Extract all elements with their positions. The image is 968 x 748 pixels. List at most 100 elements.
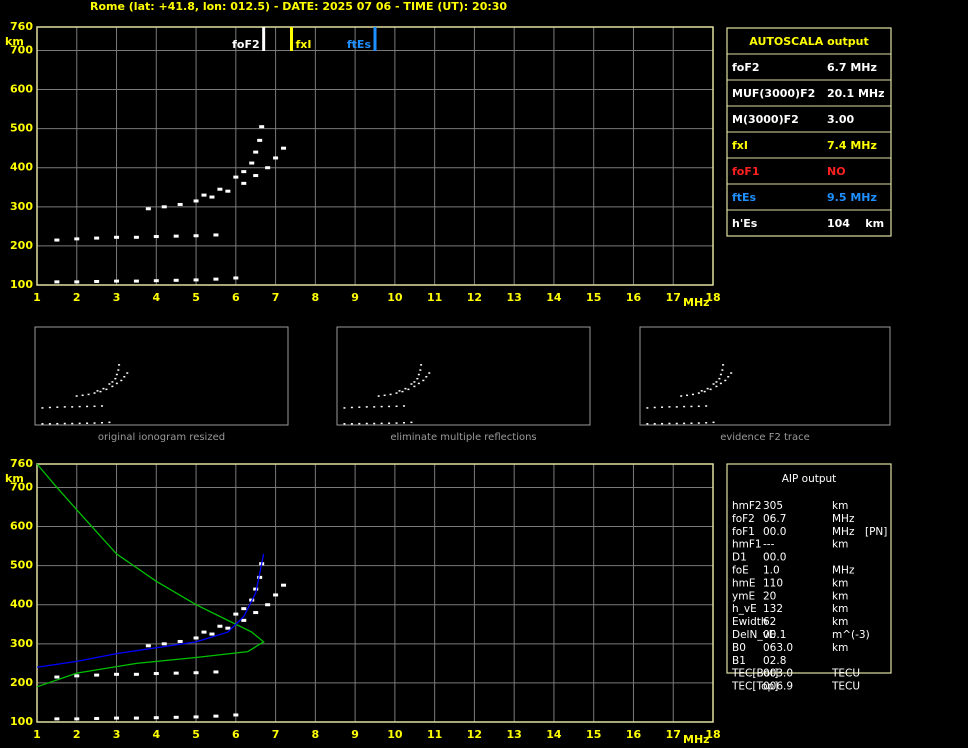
echo-dot: [111, 381, 114, 383]
echo-dot: [265, 166, 271, 170]
autoscala-label: ftEs: [732, 191, 757, 204]
aip-cell: h_vE: [732, 603, 757, 615]
echo-dot: [78, 405, 81, 408]
echo-dot: [675, 422, 678, 425]
x-tick-label: 15: [586, 728, 601, 741]
autoscala-label: h'Es: [732, 217, 758, 230]
echo-dot: [377, 395, 380, 397]
echo-dot: [416, 377, 419, 380]
echo-dot: [712, 383, 715, 385]
echo-dot: [74, 237, 80, 241]
aip-title: AIP output: [782, 473, 837, 485]
echo-dot: [54, 238, 60, 242]
y-tick-label: 100: [10, 715, 33, 728]
x-axis-label: MHz: [683, 296, 710, 309]
echo-dot: [102, 387, 105, 390]
aip-cell: B1: [732, 655, 746, 667]
echo-dot: [118, 364, 121, 366]
aip-cell: 06.7: [763, 513, 786, 525]
echo-dot: [259, 125, 265, 129]
aip-cell: km: [832, 500, 848, 512]
echo-dot: [161, 205, 167, 209]
x-tick-label: 2: [73, 728, 81, 741]
echo-dot: [233, 612, 239, 616]
x-tick-label: 1: [33, 728, 41, 741]
echo-dot: [54, 717, 60, 721]
echo-dot: [727, 375, 730, 378]
echo-dot: [48, 423, 51, 425]
aip-cell: B0: [732, 642, 746, 654]
echo-dot: [281, 583, 287, 587]
echo-dot: [94, 673, 100, 677]
echo-dot: [413, 385, 416, 388]
marker-label: foF2: [232, 38, 260, 51]
profile-line: [36, 553, 265, 668]
echo-dot: [63, 422, 66, 425]
aip-cell: [PN]: [865, 526, 887, 538]
aip-cell: TECU: [831, 668, 860, 680]
echo-dot: [402, 405, 405, 407]
x-tick-label: 11: [427, 728, 442, 741]
thumbnail-frame: [639, 326, 891, 426]
echo-dot: [703, 390, 706, 393]
echo-dot: [133, 716, 139, 720]
x-tick-label: 6: [232, 728, 240, 741]
marker-label: fxI: [295, 38, 311, 51]
echo-dot: [350, 406, 353, 409]
echo-dot: [690, 405, 693, 408]
echo-dot: [213, 670, 219, 674]
x-tick-label: 15: [586, 291, 601, 304]
x-tick-label: 14: [546, 291, 562, 304]
echo-dot: [697, 422, 700, 424]
echo-dot: [410, 421, 413, 424]
echo-dot: [96, 390, 99, 392]
autoscala-value: 6.7 MHz: [827, 61, 877, 74]
x-tick-label: 8: [312, 291, 320, 304]
echo-dot: [193, 234, 199, 238]
x-tick-label: 16: [626, 291, 642, 304]
echo-dot: [74, 280, 80, 284]
y-tick-label: 400: [10, 161, 33, 174]
aip-cell: 62: [763, 616, 776, 628]
aip-cell: MHz: [832, 526, 855, 538]
echo-dot: [724, 379, 727, 382]
echo-dot: [233, 276, 239, 280]
autoscala-value: 7.4 MHz: [827, 139, 877, 152]
echo-dot: [646, 407, 649, 409]
echo-dot: [177, 202, 183, 206]
echo-dot: [388, 422, 391, 424]
echo-dot: [365, 422, 368, 425]
y-tick-label: 600: [10, 83, 33, 96]
aip-cell: m^(-3): [832, 629, 870, 641]
echo-dot: [177, 639, 183, 643]
echo-dot: [133, 279, 139, 283]
echo-dot: [428, 372, 431, 374]
x-tick-label: 5: [192, 291, 200, 304]
y-tick-label: 760: [10, 20, 33, 33]
echo-dot: [99, 390, 102, 393]
echo-dot: [173, 234, 179, 238]
x-tick-label: 7: [272, 728, 280, 741]
echo-dot: [94, 716, 100, 720]
echo-dot: [646, 423, 649, 425]
echo-dot: [54, 675, 60, 679]
echo-dot: [120, 379, 123, 382]
echo-dot: [233, 175, 239, 179]
echo-dot: [115, 373, 118, 376]
x-tick-label: 13: [507, 728, 522, 741]
x-tick-label: 10: [387, 291, 403, 304]
thumbnail-caption: original ionogram resized: [98, 432, 225, 443]
echo-dot: [257, 575, 263, 579]
echo-dot: [273, 593, 279, 597]
echo-dot: [417, 373, 420, 376]
echo-dot: [395, 422, 398, 424]
y-tick-label: 300: [10, 637, 33, 650]
x-tick-label: 2: [73, 291, 81, 304]
echo-dot: [407, 388, 410, 391]
echo-dot: [697, 405, 700, 408]
aip-cell: TEC[Top]: [731, 681, 778, 693]
echo-dot: [249, 161, 255, 165]
echo-dot: [404, 387, 407, 390]
aip-cell: hmF1: [732, 539, 762, 551]
echo-dot: [114, 672, 120, 676]
